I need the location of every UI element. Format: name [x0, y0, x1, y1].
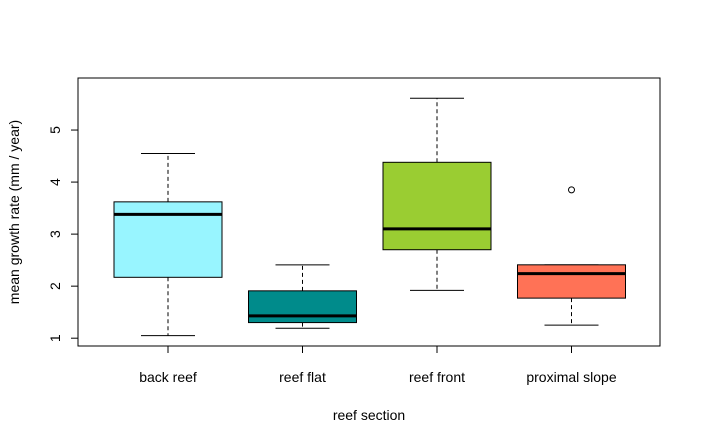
y-tick-label: 4 — [47, 178, 63, 186]
outlier-point — [568, 186, 575, 194]
y-tick-label: 1 — [47, 334, 63, 342]
box-iqr — [248, 290, 357, 324]
x-tick-label: proximal slope — [526, 369, 616, 385]
x-tick-label: back reef — [139, 369, 197, 385]
box-iqr — [382, 161, 492, 251]
boxes — [113, 97, 626, 337]
box-group-back-reef — [113, 152, 223, 337]
y-tick-label: 2 — [47, 282, 63, 290]
x-axis: back reef reef flat reef front proximal slo… — [139, 345, 617, 385]
x-tick-label: reef front — [409, 369, 465, 385]
x-tick-label: reef flat — [279, 369, 326, 385]
box-iqr — [517, 264, 626, 299]
x-axis-title: reef section — [333, 407, 405, 423]
box-group-proximal-slope — [517, 186, 626, 326]
box-group-reef-flat — [248, 264, 357, 329]
box-group-reef-front — [382, 97, 492, 291]
y-tick-label: 3 — [47, 230, 63, 238]
y-tick-label: 5 — [47, 126, 63, 134]
y-axis: 1 2 3 4 5 — [47, 126, 79, 342]
y-axis-title: mean growth rate (mm / year) — [6, 120, 22, 304]
